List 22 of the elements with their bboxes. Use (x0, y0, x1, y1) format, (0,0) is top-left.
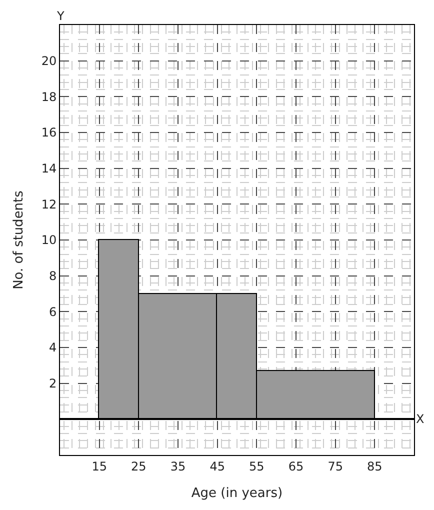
y-tick-label: 4 (48, 340, 57, 355)
y-axis-title: No. of students (11, 190, 26, 290)
x-tick-label: 25 (131, 459, 146, 474)
x-tick-label: 75 (328, 459, 343, 474)
text: X (416, 412, 424, 426)
x-tick-label: 45 (210, 459, 225, 474)
x-tick-label: 35 (170, 459, 186, 474)
y-tick-label: 6 (48, 304, 57, 319)
x-tick-label: 85 (367, 459, 382, 474)
x-axis-title: Age (in years) (191, 486, 283, 501)
y-tick-label: 2 (48, 376, 57, 391)
text: Y (56, 9, 65, 23)
y-tick-label: 18 (41, 90, 57, 104)
x-tick-label: 55 (249, 459, 264, 474)
y-tick-label: 12 (41, 197, 57, 212)
y-tick-label: 16 (41, 126, 57, 140)
y-tick-label: 8 (48, 269, 57, 284)
x-tick-label: 65 (288, 459, 304, 474)
y-tick-label: 10 (41, 233, 57, 248)
y-tick-label: 14 (41, 162, 57, 176)
x-tick-label: 15 (92, 459, 107, 474)
y-tick-label: 20 (41, 54, 57, 68)
